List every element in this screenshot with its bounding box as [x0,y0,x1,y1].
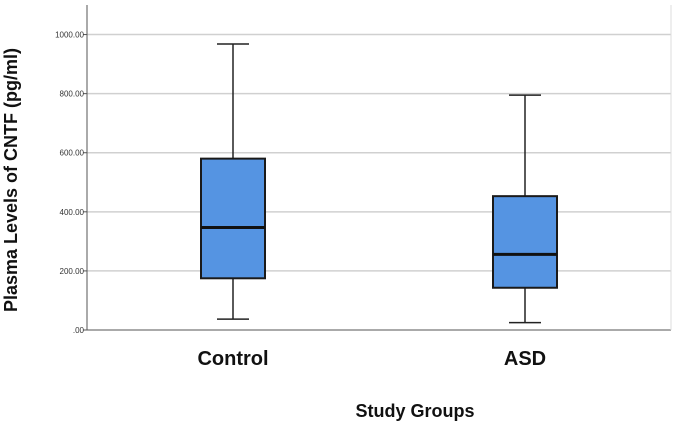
box-iqr [492,195,558,289]
x-axis-title: Study Groups [355,401,474,421]
y-tick-label: 1000.00 [55,31,84,40]
box-control [200,43,266,320]
y-tick-label: 800.00 [60,90,85,99]
y-tick-label: .00 [73,326,85,335]
category-label-asd: ASD [504,348,546,370]
boxes [200,43,558,324]
y-tick-label: 600.00 [60,149,85,158]
y-tick-labels: .00 200.00 400.00 600.00 800.00 1000.00 [55,31,87,335]
box-iqr [200,157,266,280]
y-tick-label: 200.00 [60,267,85,276]
category-labels: Control ASD [197,348,546,370]
y-axis-title: Plasma Levels of CNTF (pg/ml) [1,48,21,312]
box-asd [492,94,558,324]
y-tick-label: 400.00 [60,208,85,217]
category-label-control: Control [197,348,268,370]
gridlines [87,33,671,272]
